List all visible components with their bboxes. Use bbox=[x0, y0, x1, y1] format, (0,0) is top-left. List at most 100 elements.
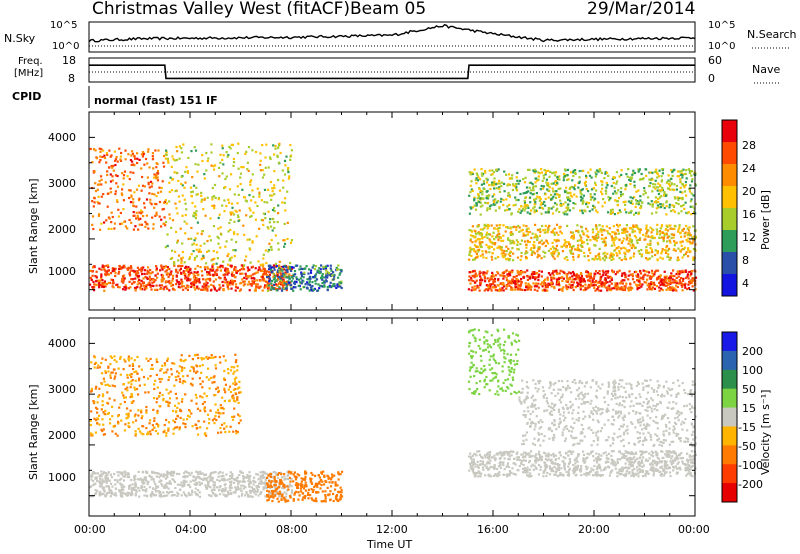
scatter-cell bbox=[187, 273, 190, 276]
scatter-cell bbox=[203, 173, 206, 176]
scatter-cell bbox=[110, 154, 113, 157]
scatter-cell bbox=[661, 289, 664, 292]
scatter-cell bbox=[245, 277, 248, 280]
scatter-cell bbox=[493, 277, 497, 281]
scatter-cell bbox=[665, 249, 668, 252]
scatter-cell bbox=[221, 280, 224, 284]
scatter-cell bbox=[270, 198, 273, 201]
scatter-cell bbox=[133, 479, 136, 482]
scatter-cell bbox=[518, 226, 521, 229]
scatter-cell bbox=[307, 272, 310, 275]
scatter-cell bbox=[588, 174, 592, 177]
scatter-cell bbox=[132, 163, 135, 166]
scatter-cell bbox=[249, 261, 252, 264]
scatter-cell bbox=[148, 186, 151, 189]
scatter-cell bbox=[282, 186, 285, 189]
scatter-cell bbox=[218, 175, 221, 178]
scatter-cell bbox=[519, 192, 522, 196]
scatter-cell bbox=[572, 186, 575, 189]
scatter-cell bbox=[597, 230, 600, 233]
scatter-cell bbox=[554, 190, 557, 193]
scatter-cell bbox=[154, 482, 157, 485]
scatter-cell bbox=[251, 189, 254, 192]
scatter-cell bbox=[544, 171, 547, 174]
scatter-cell bbox=[656, 241, 659, 244]
scatter-cell bbox=[508, 284, 511, 287]
scatter-cell bbox=[470, 277, 473, 280]
scatter-cell bbox=[290, 478, 293, 481]
scatter-cell bbox=[642, 193, 645, 196]
scatter-cell bbox=[187, 472, 190, 475]
scatter-cell bbox=[494, 236, 498, 239]
scatter-cell bbox=[573, 193, 576, 196]
scatter-cell bbox=[660, 188, 663, 192]
scatter-cell bbox=[329, 267, 332, 270]
scatter-cell bbox=[165, 220, 168, 224]
scatter-cell bbox=[645, 257, 648, 260]
scatter-cell bbox=[151, 470, 154, 473]
scatter-cell bbox=[524, 176, 527, 179]
scatter-cell bbox=[122, 279, 125, 282]
scatter-cell bbox=[567, 191, 570, 195]
scatter-cell bbox=[314, 274, 317, 277]
freq-label-2: [MHz] bbox=[14, 68, 43, 79]
scatter-cell bbox=[580, 275, 583, 278]
scatter-cell bbox=[672, 227, 675, 231]
scatter-cell bbox=[534, 168, 537, 171]
scatter-cell bbox=[523, 240, 527, 243]
scatter-cell bbox=[556, 175, 559, 178]
scatter-cell bbox=[666, 240, 669, 243]
scatter-cell bbox=[493, 284, 496, 287]
scatter-cell bbox=[469, 206, 472, 209]
scatter-cell bbox=[536, 285, 539, 288]
scatter-cell bbox=[279, 278, 282, 281]
scatter-cell bbox=[98, 394, 101, 397]
scatter-cell bbox=[180, 175, 183, 178]
scatter-cell bbox=[106, 192, 109, 195]
scatter-cell bbox=[203, 477, 206, 480]
scatter-cell bbox=[627, 250, 630, 253]
scatter-cell bbox=[502, 234, 505, 237]
scatter-cell bbox=[164, 224, 167, 227]
scatter-cell bbox=[571, 270, 575, 274]
scatter-cell bbox=[481, 174, 484, 177]
scatter-cell bbox=[185, 495, 188, 498]
scatter-cell bbox=[468, 229, 471, 232]
scatter-cell bbox=[191, 176, 194, 179]
scatter-cell bbox=[154, 279, 157, 282]
scatter-cell bbox=[162, 161, 165, 164]
scatter-cell bbox=[132, 204, 135, 207]
scatter-cell bbox=[128, 280, 131, 283]
scatter-cell bbox=[662, 203, 665, 206]
scatter-cell bbox=[143, 485, 146, 489]
scatter-cell bbox=[104, 358, 107, 361]
scatter-cell bbox=[577, 249, 580, 252]
scatter-cell bbox=[635, 274, 638, 277]
scatter-cell bbox=[605, 225, 608, 228]
scatter-cell bbox=[106, 153, 109, 156]
scatter-cell bbox=[605, 280, 608, 283]
scatter-cell bbox=[340, 280, 343, 283]
scatter-cell bbox=[264, 166, 267, 169]
scatter-cell bbox=[111, 485, 114, 488]
scatter-cell bbox=[537, 175, 540, 178]
scatter-cell bbox=[212, 481, 215, 484]
scatter-cell bbox=[645, 174, 648, 177]
scatter-cell bbox=[685, 239, 688, 242]
scatter-cell bbox=[644, 270, 647, 273]
scatter-cell bbox=[323, 285, 326, 288]
scatter-cell bbox=[197, 163, 200, 166]
scatter-cell bbox=[491, 195, 494, 198]
scatter-cell bbox=[143, 206, 146, 209]
scatter-cell bbox=[653, 287, 656, 290]
scatter-cell bbox=[528, 186, 531, 189]
scatter-cell bbox=[508, 183, 511, 186]
scatter-cell bbox=[624, 285, 627, 288]
scatter-cell bbox=[640, 172, 643, 176]
scatter-cell bbox=[533, 203, 536, 206]
scatter-cell bbox=[246, 283, 249, 286]
scatter-cell bbox=[475, 177, 478, 180]
scatter-cell bbox=[89, 147, 92, 151]
scatter-cell bbox=[558, 195, 561, 198]
scatter-cell bbox=[584, 286, 587, 289]
